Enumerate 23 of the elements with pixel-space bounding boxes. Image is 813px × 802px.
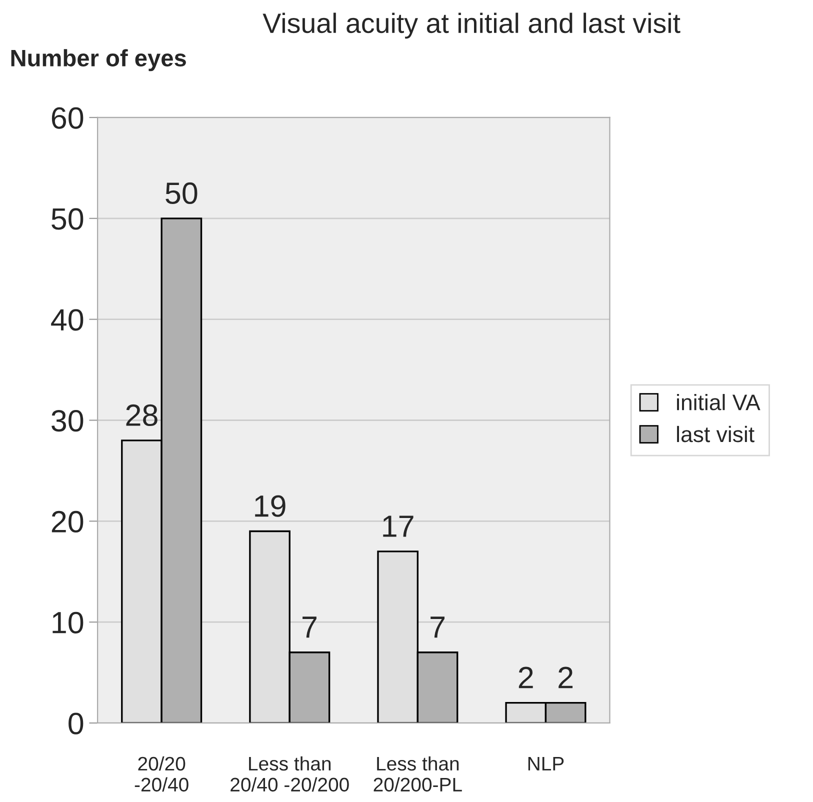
data-label: 19 (255, 495, 286, 517)
x-tick-label: Less than 20/200-PL (374, 756, 462, 792)
data-label: 7 (302, 616, 316, 638)
y-tick-label: 60 (52, 107, 84, 129)
legend-label: last visit (677, 426, 754, 442)
y-tick-label: 40 (51, 309, 84, 331)
data-label: 2 (518, 666, 533, 688)
x-tick-label: NLP (528, 757, 564, 770)
y-tick-label: 20 (52, 510, 84, 533)
legend-label: initial VA (677, 394, 760, 410)
y-tick-label: 10 (52, 612, 84, 634)
data-label: 17 (383, 516, 414, 537)
y-axis-title: Number of eyes (11, 49, 186, 72)
data-label: 50 (166, 182, 198, 204)
data-label: 2 (558, 666, 573, 688)
y-tick-label: 30 (52, 410, 84, 432)
y-tick-label: 50 (52, 208, 84, 230)
x-tick-label: 20/20 -20/40 (134, 756, 188, 792)
y-tick-label: 0 (68, 712, 84, 734)
data-label: 7 (430, 616, 444, 638)
chart-title: Visual acuity at initial and last visit (262, 12, 680, 39)
x-tick-label: Less than 20/40 -20/200 (230, 756, 349, 792)
data-label: 28 (126, 404, 158, 426)
